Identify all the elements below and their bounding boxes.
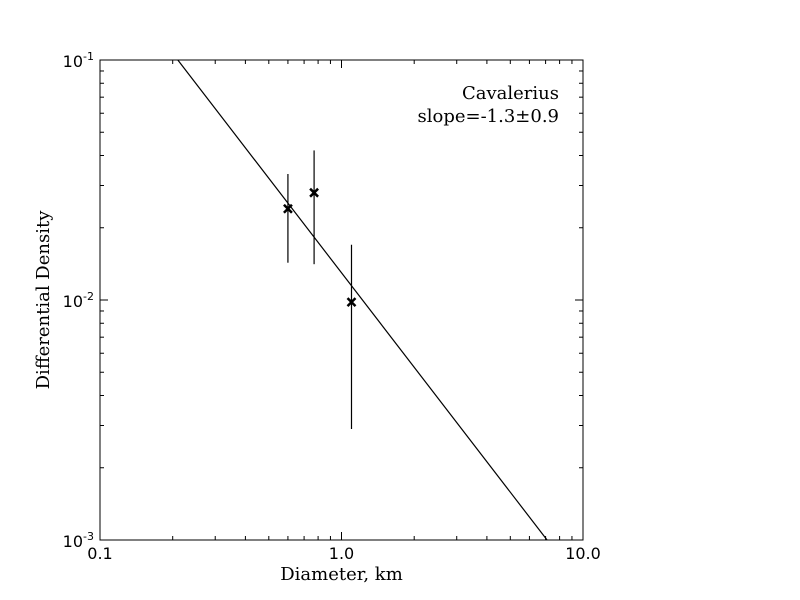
fit-line bbox=[177, 59, 548, 541]
data-point-marker bbox=[346, 297, 357, 307]
annotation-title: Cavalerius bbox=[462, 83, 559, 104]
tick-labels: 0.1 1.0 10.0 10-1 10-2 10-3 bbox=[63, 50, 601, 563]
data-point-marker bbox=[309, 187, 319, 198]
y-tick-label: 10-1 bbox=[63, 50, 94, 71]
plot-area bbox=[99, 59, 584, 541]
x-tick-label: 0.1 bbox=[87, 544, 112, 563]
fit-line-group bbox=[177, 59, 548, 541]
x-tick-label: 1.0 bbox=[329, 544, 354, 563]
annotation-slope: slope=-1.3±0.9 bbox=[417, 106, 559, 127]
y-axis-title: Differential Density bbox=[33, 210, 54, 390]
data-point-marker bbox=[283, 203, 293, 214]
x-tick-label: 10.0 bbox=[565, 544, 601, 563]
y-tick-label: 10-3 bbox=[63, 530, 94, 551]
data-points bbox=[283, 150, 357, 430]
y-tick-label: 10-2 bbox=[63, 290, 94, 311]
ticks bbox=[99, 60, 583, 541]
x-axis-title: Diameter, km bbox=[280, 564, 403, 585]
